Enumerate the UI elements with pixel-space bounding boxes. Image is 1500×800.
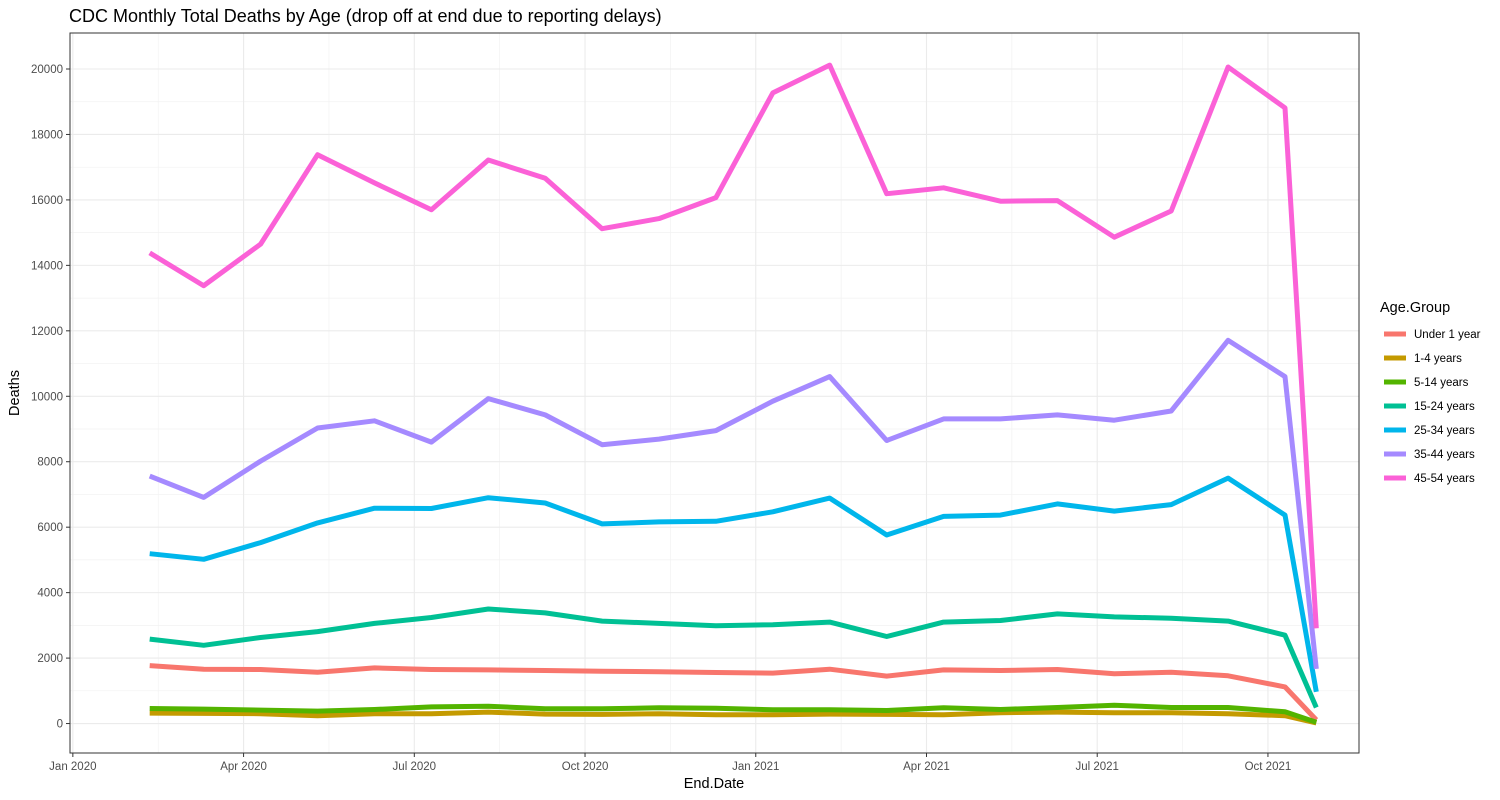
y-axis-title: Deaths [7,370,23,416]
plot-panel [70,33,1359,753]
series-line-5 [148,337,1319,670]
legend-label-3: 15-24 years [1414,401,1475,413]
x-tick-label: Jul 2021 [1075,761,1118,773]
x-tick-label: Jan 2021 [732,761,779,773]
y-tick-label: 14000 [31,260,63,272]
x-tick-label: Oct 2021 [1245,761,1292,773]
series-lines [148,62,1319,726]
chart-title: CDC Monthly Total Deaths by Age (drop of… [69,6,662,26]
y-tick-label: 16000 [31,195,63,207]
x-tick-label: Apr 2021 [903,761,950,773]
x-tick-label: Jan 2020 [49,761,96,773]
y-tick-label: 18000 [31,129,63,141]
series-line-1 [149,709,1317,726]
legend-label-6: 45-54 years [1414,473,1475,485]
y-tick-label: 12000 [31,326,63,338]
y-tick-label: 2000 [37,653,63,665]
y-axis: 0 2000 4000 6000 8000 10000 12000 14000 16000 180… [31,64,70,731]
y-tick-label: 0 [57,719,63,731]
x-axis-title: End.Date [684,776,744,792]
y-tick-label: 8000 [37,457,63,469]
grid-major [70,33,1359,753]
plot-border [69,32,1360,754]
x-tick-label: Apr 2020 [220,761,267,773]
legend-label-4: 25-34 years [1414,425,1475,437]
legend-label-1: 1-4 years [1414,353,1462,365]
y-tick-label: 20000 [31,64,63,76]
legend: Age.Group Under 1 year 1-4 years 5-14 year… [1380,300,1481,485]
series-line-4 [149,475,1319,693]
legend-title: Age.Group [1380,300,1450,316]
x-tick-label: Oct 2020 [562,761,609,773]
series-line-6 [148,62,1319,629]
y-tick-label: 10000 [31,391,63,403]
legend-label-5: 35-44 years [1414,449,1475,461]
x-axis: Jan 2020 Apr 2020 Jul 2020 Oct 2020 Jan 2021… [49,753,1291,773]
y-tick-label: 4000 [37,588,63,600]
legend-label-2: 5-14 years [1414,377,1469,389]
series-line-0 [149,663,1319,722]
series-line-2 [149,702,1318,725]
y-tick-label: 6000 [37,522,63,534]
series-line-3 [149,606,1319,709]
legend-label-0: Under 1 year [1414,329,1481,341]
x-tick-label: Jul 2020 [393,761,436,773]
